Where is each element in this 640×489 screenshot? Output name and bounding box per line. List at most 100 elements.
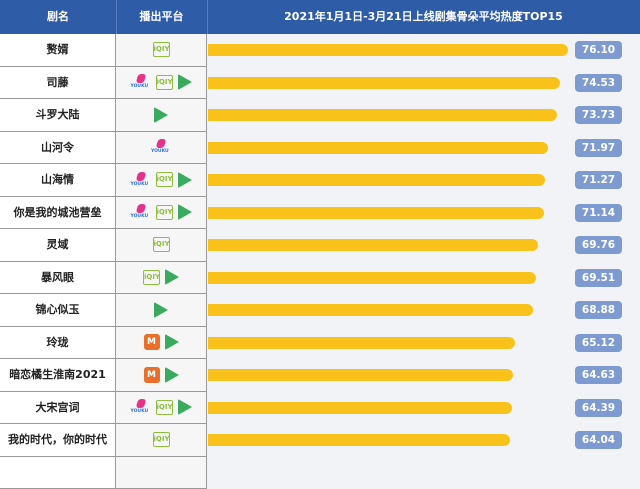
table-row: 你是我的城池营垒 YOUKU iQIY 71.14 xyxy=(0,197,640,230)
iqiyi-icon: iQIY xyxy=(156,172,173,187)
bar xyxy=(208,369,513,381)
value-label: 68.88 xyxy=(575,301,622,319)
youku-text: YOUKU xyxy=(131,84,149,89)
tencent-icon xyxy=(178,204,192,220)
drama-name: 玲珑 xyxy=(0,327,116,360)
value-label: 64.39 xyxy=(575,399,622,417)
iqiyi-icon: iQIY xyxy=(156,400,173,415)
value-label: 64.04 xyxy=(575,431,622,449)
iqiyi-icon: iQIY xyxy=(153,432,170,447)
value-label: 71.97 xyxy=(575,139,622,157)
bar xyxy=(208,239,538,251)
bar xyxy=(208,207,544,219)
youku-icon: YOUKU xyxy=(151,139,171,155)
platform-cell xyxy=(116,457,207,489)
bar xyxy=(208,174,545,186)
value-label: 73.73 xyxy=(575,106,622,124)
youku-icon: YOUKU xyxy=(131,204,151,220)
value-label: 71.14 xyxy=(575,204,622,222)
platform-cell: YOUKU xyxy=(116,132,207,165)
drama-name: 赘婿 xyxy=(0,34,116,67)
platform-cell: M xyxy=(116,359,207,392)
youku-icon: YOUKU xyxy=(131,172,151,188)
table-row: 锦心似玉 68.88 xyxy=(0,294,640,327)
platform-cell: iQIY xyxy=(116,424,207,457)
youku-mark xyxy=(135,74,145,83)
drama-name: 锦心似玉 xyxy=(0,294,116,327)
platform-cell: YOUKU iQIY xyxy=(116,392,207,425)
value-label: 65.12 xyxy=(575,334,622,352)
youku-mark xyxy=(135,204,145,213)
value-label: 71.27 xyxy=(575,171,622,189)
table-row: 我的时代，你的时代 iQIY 64.04 xyxy=(0,424,640,457)
drama-name: 斗罗大陆 xyxy=(0,99,116,132)
table-row: 山河令 YOUKU 71.97 xyxy=(0,132,640,165)
youku-mark xyxy=(156,139,166,148)
value-label: 76.10 xyxy=(575,41,622,59)
bar xyxy=(208,337,515,349)
youku-text: YOUKU xyxy=(131,409,149,414)
table-row: 大宋宫词 YOUKU iQIY 64.39 xyxy=(0,392,640,425)
drama-name: 灵域 xyxy=(0,229,116,262)
youku-icon: YOUKU xyxy=(131,399,151,415)
platform-cell xyxy=(116,99,207,132)
platform-cell: iQIY xyxy=(116,229,207,262)
mango-icon: M xyxy=(144,367,160,383)
tencent-icon xyxy=(165,334,179,350)
drama-name: 大宋宫词 xyxy=(0,392,116,425)
table-row: 暗恋橘生淮南2021 M 64.63 xyxy=(0,359,640,392)
bar xyxy=(208,304,533,316)
value-label: 74.53 xyxy=(575,74,622,92)
tencent-icon xyxy=(178,172,192,188)
table-row: 赘婿 iQIY 76.10 xyxy=(0,34,640,67)
youku-mark xyxy=(135,172,145,181)
bar xyxy=(208,142,548,154)
platform-cell: iQIY xyxy=(116,262,207,295)
tencent-icon xyxy=(154,302,168,318)
drama-name xyxy=(0,457,116,489)
youku-text: YOUKU xyxy=(151,149,169,154)
tencent-icon xyxy=(178,74,192,90)
platform-cell: M xyxy=(116,327,207,360)
table-row: 司藤 YOUKU iQIY 74.53 xyxy=(0,67,640,100)
platform-cell: iQIY xyxy=(116,34,207,67)
drama-name: 山海情 xyxy=(0,164,116,197)
bar xyxy=(208,44,568,56)
value-label: 64.63 xyxy=(575,366,622,384)
iqiyi-icon: iQIY xyxy=(153,42,170,57)
iqiyi-icon: iQIY xyxy=(143,270,160,285)
chart-title: 2021年1月1日-3月21日上线剧集骨朵平均热度TOP15 xyxy=(207,0,640,34)
table-row: 玲珑 M 65.12 xyxy=(0,327,640,360)
youku-text: YOUKU xyxy=(131,182,149,187)
table-row: 灵域 iQIY 69.76 xyxy=(0,229,640,262)
platform-cell: YOUKU iQIY xyxy=(116,197,207,230)
tencent-icon xyxy=(165,367,179,383)
header-name: 剧名 xyxy=(0,0,117,34)
table-row xyxy=(0,457,640,489)
bar xyxy=(208,77,560,89)
table-row: 暴风眼 iQIY 69.51 xyxy=(0,262,640,295)
mango-icon: M xyxy=(144,334,160,350)
value-label: 69.76 xyxy=(575,236,622,254)
iqiyi-icon: iQIY xyxy=(156,205,173,220)
youku-icon: YOUKU xyxy=(131,74,151,90)
drama-name: 山河令 xyxy=(0,132,116,165)
value-label: 69.51 xyxy=(575,269,622,287)
header-platform: 播出平台 xyxy=(116,0,208,34)
table-row: 山海情 YOUKU iQIY 71.27 xyxy=(0,164,640,197)
table-header: 剧名 播出平台 2021年1月1日-3月21日上线剧集骨朵平均热度TOP15 xyxy=(0,0,640,34)
drama-name: 暴风眼 xyxy=(0,262,116,295)
tencent-icon xyxy=(154,107,168,123)
drama-name: 司藤 xyxy=(0,67,116,100)
iqiyi-icon: iQIY xyxy=(156,75,173,90)
drama-name: 暗恋橘生淮南2021 xyxy=(0,359,116,392)
bar xyxy=(208,434,510,446)
drama-name: 你是我的城池营垒 xyxy=(0,197,116,230)
drama-name: 我的时代，你的时代 xyxy=(0,424,116,457)
iqiyi-icon: iQIY xyxy=(153,237,170,252)
platform-cell: YOUKU iQIY xyxy=(116,164,207,197)
youku-text: YOUKU xyxy=(131,214,149,219)
tencent-icon xyxy=(178,399,192,415)
table-row: 斗罗大陆 73.73 xyxy=(0,99,640,132)
tencent-icon xyxy=(165,269,179,285)
